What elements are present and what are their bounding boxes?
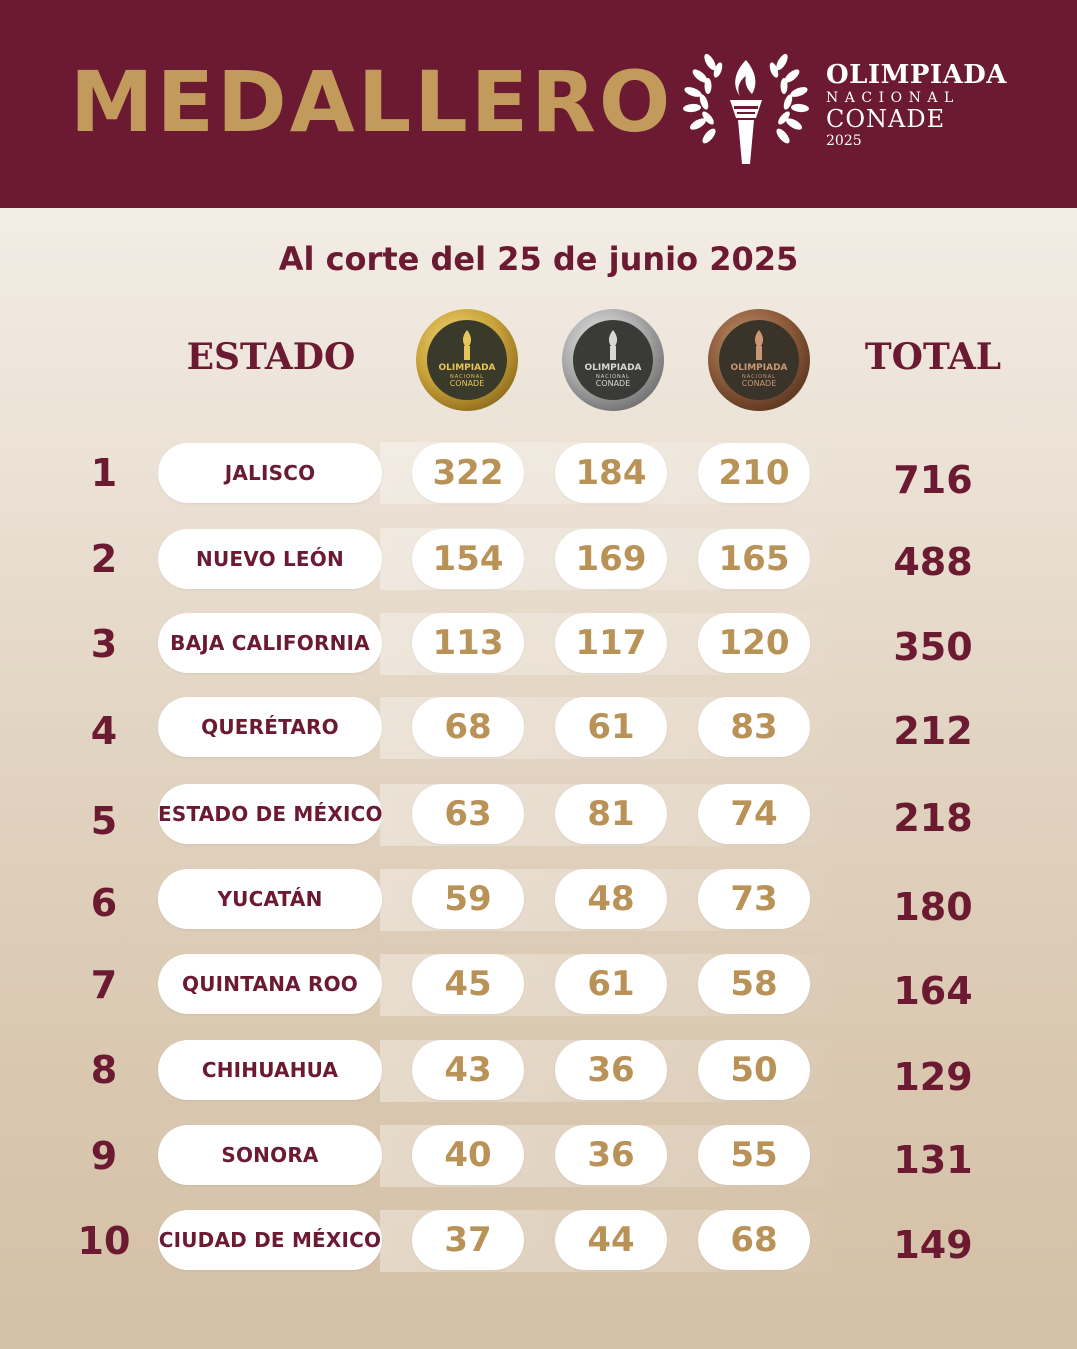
row-bronze: 50 bbox=[698, 1040, 810, 1100]
row-state: NUEVO LEÓN bbox=[158, 529, 382, 589]
row-rank: 7 bbox=[90, 963, 118, 1007]
row-gold: 68 bbox=[412, 697, 524, 757]
row-state: JALISCO bbox=[158, 443, 382, 503]
logo-line-conade: CONADE bbox=[826, 105, 946, 133]
row-bronze: 210 bbox=[698, 443, 810, 503]
page-title: MEDALLERO bbox=[70, 53, 674, 151]
row-gold: 43 bbox=[412, 1040, 524, 1100]
bronze-medal-icon: OLIMPIADA NACIONAL CONADE bbox=[708, 309, 810, 411]
row-total: 149 bbox=[893, 1223, 973, 1267]
row-silver: 61 bbox=[555, 697, 667, 757]
row-rank: 5 bbox=[90, 799, 118, 843]
row-bronze: 120 bbox=[698, 613, 810, 673]
row-gold: 113 bbox=[412, 613, 524, 673]
row-gold: 37 bbox=[412, 1210, 524, 1270]
row-state: QUINTANA ROO bbox=[158, 954, 382, 1014]
logo-line-nacional: NACIONAL bbox=[826, 90, 960, 106]
row-state: SONORA bbox=[158, 1125, 382, 1185]
row-gold: 45 bbox=[412, 954, 524, 1014]
row-rank: 3 bbox=[90, 622, 118, 666]
row-bronze: 83 bbox=[698, 697, 810, 757]
row-silver: 61 bbox=[555, 954, 667, 1014]
row-bronze: 55 bbox=[698, 1125, 810, 1185]
bronze-medal-label-3: CONADE bbox=[742, 379, 777, 388]
row-rank: 4 bbox=[90, 709, 118, 753]
row-gold: 154 bbox=[412, 529, 524, 589]
row-silver: 48 bbox=[555, 869, 667, 929]
row-rank: 1 bbox=[90, 451, 118, 495]
silver-medal-label-3: CONADE bbox=[596, 379, 631, 388]
row-gold: 322 bbox=[412, 443, 524, 503]
row-silver: 81 bbox=[555, 784, 667, 844]
row-silver: 169 bbox=[555, 529, 667, 589]
row-bronze: 74 bbox=[698, 784, 810, 844]
row-state: YUCATÁN bbox=[158, 869, 382, 929]
row-bronze: 68 bbox=[698, 1210, 810, 1270]
row-gold: 40 bbox=[412, 1125, 524, 1185]
row-silver: 184 bbox=[555, 443, 667, 503]
row-bronze: 73 bbox=[698, 869, 810, 929]
bronze-medal-label-1: OLIMPIADA bbox=[730, 363, 787, 373]
row-silver: 44 bbox=[555, 1210, 667, 1270]
row-gold: 59 bbox=[412, 869, 524, 929]
row-rank: 6 bbox=[90, 881, 118, 925]
row-total: 212 bbox=[893, 709, 973, 753]
header-banner: MEDALLERO bbox=[0, 0, 1077, 208]
gold-medal-label-3: CONADE bbox=[450, 379, 485, 388]
row-total: 129 bbox=[893, 1055, 973, 1099]
column-header-estado: ESTADO bbox=[186, 336, 356, 378]
torch-laurel-icon bbox=[683, 53, 809, 164]
row-state: CHIHUAHUA bbox=[158, 1040, 382, 1100]
row-rank: 8 bbox=[90, 1048, 118, 1092]
olimpiada-logo-text: OLIMPIADA NACIONAL CONADE 2025 bbox=[826, 62, 1007, 148]
silver-medal-label-1: OLIMPIADA bbox=[584, 363, 641, 373]
row-total: 488 bbox=[893, 540, 973, 584]
row-gold: 63 bbox=[412, 784, 524, 844]
row-total: 180 bbox=[893, 885, 973, 929]
logo-line-olimpiada: OLIMPIADA bbox=[826, 60, 1007, 90]
column-header-total: TOTAL bbox=[864, 336, 1002, 378]
row-state: ESTADO DE MÉXICO bbox=[158, 784, 383, 844]
row-total: 218 bbox=[893, 796, 973, 840]
row-total: 131 bbox=[893, 1138, 973, 1182]
bronze-medal-label-2: NACIONAL bbox=[742, 374, 776, 380]
row-silver: 117 bbox=[555, 613, 667, 673]
gold-medal-icon: OLIMPIADA NACIONAL CONADE bbox=[416, 309, 518, 411]
row-state: CIUDAD DE MÉXICO bbox=[158, 1210, 382, 1270]
row-total: 350 bbox=[893, 625, 973, 669]
row-rank: 9 bbox=[90, 1134, 118, 1178]
row-rank: 10 bbox=[77, 1219, 131, 1263]
row-silver: 36 bbox=[555, 1040, 667, 1100]
row-silver: 36 bbox=[555, 1125, 667, 1185]
row-total: 164 bbox=[893, 969, 973, 1013]
gold-medal-label-1: OLIMPIADA bbox=[438, 363, 495, 373]
gold-medal-label-2: NACIONAL bbox=[450, 374, 484, 380]
silver-medal-icon: OLIMPIADA NACIONAL CONADE bbox=[562, 309, 664, 411]
row-bronze: 165 bbox=[698, 529, 810, 589]
row-total: 716 bbox=[893, 458, 973, 502]
row-bronze: 58 bbox=[698, 954, 810, 1014]
cutoff-date-subtitle: Al corte del 25 de junio 2025 bbox=[278, 240, 799, 278]
silver-medal-label-2: NACIONAL bbox=[596, 374, 630, 380]
row-rank: 2 bbox=[90, 537, 118, 581]
row-state: BAJA CALIFORNIA bbox=[158, 613, 382, 673]
row-state: QUERÉTARO bbox=[158, 697, 382, 757]
logo-line-year: 2025 bbox=[826, 133, 862, 149]
